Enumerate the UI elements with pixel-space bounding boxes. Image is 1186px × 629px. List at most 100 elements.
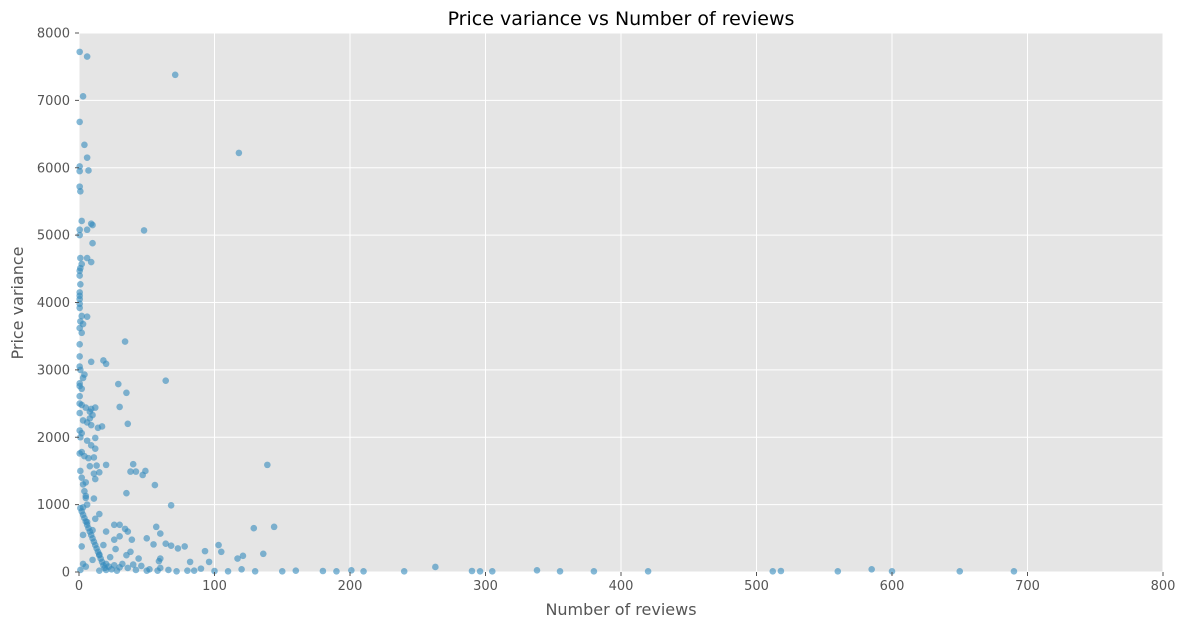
data-point	[777, 567, 785, 575]
x-axis-label: Number of reviews	[545, 600, 696, 619]
data-point	[112, 545, 119, 553]
y-tick-label: 6000	[37, 161, 70, 176]
data-point	[91, 404, 99, 411]
data-point	[400, 568, 408, 575]
data-point	[123, 489, 130, 497]
y-tick-label: 2000	[37, 431, 70, 446]
data-point	[116, 532, 123, 540]
data-point	[90, 470, 98, 477]
data-point	[77, 281, 84, 288]
x-tick-label: 800	[1151, 579, 1176, 594]
data-point	[116, 521, 123, 529]
data-point	[106, 553, 114, 561]
data-point	[124, 420, 132, 428]
data-point	[85, 167, 92, 174]
data-point	[87, 358, 95, 366]
data-point	[319, 567, 327, 575]
data-point	[205, 558, 213, 566]
data-point	[956, 568, 964, 575]
data-point	[197, 565, 205, 572]
data-points	[76, 48, 1018, 575]
data-point	[89, 556, 96, 564]
x-tick-label: 400	[609, 579, 634, 594]
data-point	[83, 313, 91, 320]
data-point	[259, 550, 267, 558]
data-point	[123, 551, 130, 559]
data-point	[76, 409, 83, 417]
data-point	[94, 424, 102, 432]
data-point	[184, 567, 191, 574]
data-point	[110, 536, 118, 543]
data-point	[215, 541, 222, 549]
data-point	[82, 563, 90, 570]
data-point	[119, 560, 126, 568]
y-tick-label: 8000	[37, 27, 70, 42]
data-point	[89, 239, 96, 247]
x-tick-label: 200	[338, 579, 363, 594]
data-point	[348, 567, 355, 574]
data-point	[76, 267, 83, 275]
data-point	[78, 474, 86, 481]
data-point	[123, 389, 130, 397]
data-point	[165, 566, 172, 574]
data-point	[129, 561, 137, 568]
data-point	[78, 329, 86, 337]
chart-title: Price variance vs Number of reviews	[448, 8, 795, 30]
data-point	[151, 481, 159, 489]
data-point	[124, 528, 132, 535]
data-point	[468, 567, 476, 575]
x-tick-label: 300	[473, 579, 498, 594]
data-point	[224, 568, 232, 575]
y-axis-ticks: 0 1000 2000 3000 4000 5000 6000 7000 8000	[37, 27, 79, 581]
x-tick-label: 500	[744, 579, 769, 594]
data-point	[83, 154, 91, 161]
data-point	[76, 392, 83, 400]
data-point	[76, 167, 83, 175]
data-point	[211, 567, 218, 575]
data-point	[90, 495, 98, 502]
data-point	[769, 568, 777, 575]
data-point	[96, 510, 103, 518]
data-point	[167, 501, 175, 509]
x-tick-label: 0	[75, 579, 83, 594]
data-point	[146, 566, 153, 573]
data-point	[162, 377, 170, 384]
data-point	[86, 462, 94, 470]
data-point	[87, 258, 95, 266]
y-tick-label: 0	[62, 566, 70, 581]
y-tick-label: 7000	[37, 94, 70, 109]
data-point	[132, 468, 140, 475]
data-point	[186, 558, 194, 566]
data-point	[132, 566, 140, 574]
x-axis-ticks: 0 100 200 300 400 500 600 700 800	[75, 572, 1176, 594]
data-point	[83, 501, 91, 508]
data-point	[76, 272, 83, 279]
data-point	[239, 552, 247, 560]
data-point	[78, 312, 86, 320]
data-point	[77, 188, 84, 195]
data-point	[83, 254, 91, 262]
data-point	[93, 462, 100, 469]
data-point	[234, 555, 241, 562]
data-point	[181, 543, 188, 550]
data-point	[868, 566, 875, 573]
data-point	[124, 564, 132, 572]
data-point	[77, 467, 84, 475]
data-point	[217, 548, 225, 556]
data-point	[102, 461, 110, 469]
data-point	[79, 93, 87, 100]
data-point	[167, 542, 175, 550]
data-point	[190, 567, 198, 574]
data-point	[162, 540, 170, 548]
data-point	[1010, 568, 1018, 575]
data-point	[85, 454, 92, 462]
data-point	[155, 557, 163, 565]
data-point	[89, 221, 96, 229]
data-point	[83, 53, 91, 60]
data-point	[110, 561, 118, 569]
data-point	[140, 227, 148, 234]
data-point	[102, 360, 110, 368]
x-tick-label: 600	[880, 579, 905, 594]
data-point	[79, 531, 87, 539]
data-point	[100, 541, 107, 549]
